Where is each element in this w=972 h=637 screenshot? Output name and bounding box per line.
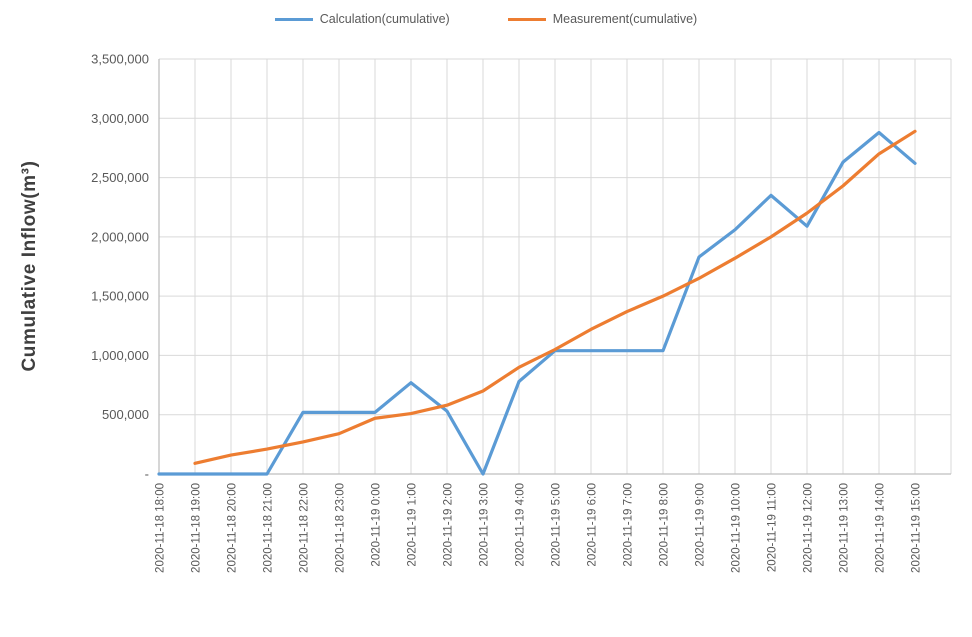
x-tick-label: 2020-11-19 15:00: [911, 483, 923, 573]
y-tick-label: 1,500,000: [91, 289, 149, 304]
x-tick-label: 2020-11-19 2:00: [443, 483, 455, 567]
y-tick-label: 3,500,000: [91, 52, 149, 67]
y-tick-label: 2,500,000: [91, 170, 149, 185]
x-tick-label: 2020-11-19 3:00: [479, 483, 491, 567]
y-tick-label: 2,000,000: [91, 229, 149, 244]
x-tick-label: 2020-11-19 7:00: [623, 483, 635, 567]
y-tick-label: 1,000,000: [91, 348, 149, 363]
x-tick-label: 2020-11-19 0:00: [371, 483, 383, 567]
measurement-series-line: [193, 129, 917, 465]
x-tick-label: 2020-11-19 11:00: [767, 483, 779, 572]
y-axis-title: Cumulative Inflow(m³): [19, 160, 40, 372]
legend-label-measurement: Measurement(cumulative): [552, 12, 698, 26]
x-tick-label: 2020-11-19 5:00: [551, 483, 563, 567]
x-tick-label: 2020-11-18 18:00: [155, 483, 167, 573]
measurement-line-swatch-icon: [507, 17, 546, 21]
x-tick-label: 2020-11-18 23:00: [335, 483, 347, 573]
x-tick-label: 2020-11-18 21:00: [263, 483, 275, 573]
x-tick-label: 2020-11-19 1:00: [407, 483, 419, 567]
legend-item-calculation: Calculation(cumulative): [274, 12, 450, 26]
x-tick-label: 2020-11-19 12:00: [803, 483, 815, 573]
y-tick-label: -: [145, 467, 149, 482]
x-tick-label: 2020-11-19 9:00: [695, 483, 707, 567]
x-tick-label: 2020-11-19 13:00: [839, 483, 851, 573]
x-tick-label: 2020-11-18 20:00: [227, 483, 239, 573]
y-tick-label: 3,000,000: [91, 111, 149, 126]
x-tick-label: 2020-11-19 6:00: [587, 483, 599, 567]
y-tick-label: 500,000: [102, 407, 149, 422]
x-tick-label: 2020-11-19 10:00: [731, 483, 743, 573]
x-tick-label: 2020-11-18 22:00: [299, 483, 311, 573]
x-tick-label: 2020-11-19 8:00: [659, 483, 671, 567]
x-tick-label: 2020-11-19 4:00: [515, 483, 527, 567]
calculation-line-swatch-icon: [274, 17, 313, 21]
calculation-series-line: [157, 130, 917, 476]
x-tick-label: 2020-11-19 14:00: [875, 483, 887, 573]
legend: Calculation(cumulative) Measurement(cumu…: [0, 12, 972, 26]
legend-item-measurement: Measurement(cumulative): [507, 12, 698, 26]
x-tick-label: 2020-11-18 19:00: [191, 483, 203, 573]
legend-label-calculation: Calculation(cumulative): [319, 12, 450, 26]
